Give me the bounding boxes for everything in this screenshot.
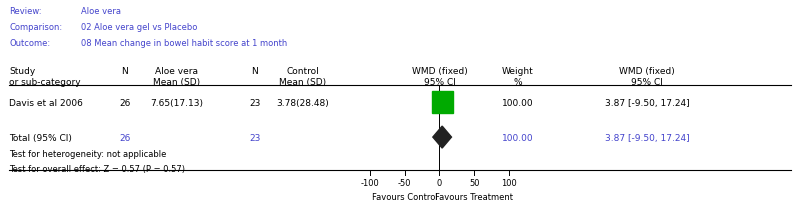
Text: Test for heterogeneity: not applicable: Test for heterogeneity: not applicable [10, 149, 166, 158]
Text: 100.00: 100.00 [502, 98, 534, 107]
Text: 100: 100 [502, 178, 517, 187]
Text: -100: -100 [360, 178, 379, 187]
Text: 23: 23 [250, 98, 261, 107]
Text: Outcome:: Outcome: [10, 39, 50, 48]
Text: 7.65(17.13): 7.65(17.13) [150, 98, 203, 107]
Text: -50: -50 [398, 178, 411, 187]
Text: 50: 50 [469, 178, 479, 187]
Text: WMD (fixed)
95% CI: WMD (fixed) 95% CI [619, 67, 675, 86]
FancyBboxPatch shape [432, 92, 453, 114]
Text: WMD (fixed)
95% CI: WMD (fixed) 95% CI [411, 67, 467, 86]
Text: Total (95% CI): Total (95% CI) [10, 133, 72, 142]
Text: Favours Treatment: Favours Treatment [435, 192, 514, 201]
Text: 3.78(28.48): 3.78(28.48) [276, 98, 329, 107]
Text: 26: 26 [119, 98, 130, 107]
Text: Comparison:: Comparison: [10, 23, 62, 32]
Text: N: N [122, 67, 128, 76]
Text: Aloe vera: Aloe vera [81, 7, 121, 16]
Text: Control
Mean (SD): Control Mean (SD) [279, 67, 326, 86]
Text: 08 Mean change in bowel habit score at 1 month: 08 Mean change in bowel habit score at 1… [81, 39, 287, 48]
Text: Test for overall effect: Z = 0.57 (P = 0.57): Test for overall effect: Z = 0.57 (P = 0… [10, 165, 186, 174]
Text: 3.87 [-9.50, 17.24]: 3.87 [-9.50, 17.24] [605, 133, 690, 142]
Text: 100.00: 100.00 [502, 133, 534, 142]
Text: Favours Control: Favours Control [372, 192, 438, 201]
Text: 23: 23 [250, 133, 261, 142]
Text: 3.87 [-9.50, 17.24]: 3.87 [-9.50, 17.24] [605, 98, 690, 107]
Text: Aloe vera
Mean (SD): Aloe vera Mean (SD) [154, 67, 200, 86]
Text: 26: 26 [119, 133, 130, 142]
Text: 0: 0 [437, 178, 442, 187]
Text: 02 Aloe vera gel vs Placebo: 02 Aloe vera gel vs Placebo [81, 23, 198, 32]
Polygon shape [433, 126, 451, 148]
Text: Weight
%: Weight % [502, 67, 534, 86]
Text: Study
or sub-category: Study or sub-category [10, 67, 81, 86]
Text: Davis et al 2006: Davis et al 2006 [10, 98, 83, 107]
Text: Review:: Review: [10, 7, 42, 16]
Text: N: N [251, 67, 258, 76]
